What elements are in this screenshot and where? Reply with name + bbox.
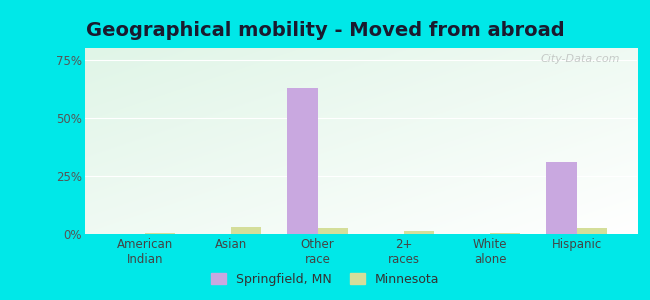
- Bar: [490, 233, 521, 234]
- Bar: [318, 228, 348, 234]
- Bar: [404, 230, 434, 234]
- Text: City-Data.com: City-Data.com: [541, 54, 620, 64]
- Bar: [145, 233, 175, 234]
- Bar: [231, 227, 261, 234]
- Text: Geographical mobility - Moved from abroad: Geographical mobility - Moved from abroa…: [86, 21, 564, 40]
- Bar: [577, 228, 607, 234]
- Bar: [547, 162, 577, 234]
- Bar: [287, 88, 318, 234]
- Legend: Springfield, MN, Minnesota: Springfield, MN, Minnesota: [205, 268, 445, 291]
